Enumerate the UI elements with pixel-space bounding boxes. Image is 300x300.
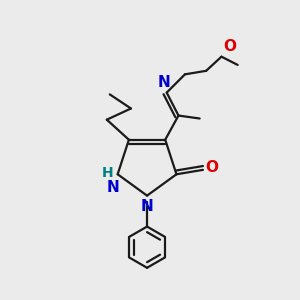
Text: O: O bbox=[205, 160, 218, 175]
Text: H: H bbox=[102, 166, 113, 180]
Text: O: O bbox=[223, 39, 236, 54]
Text: N: N bbox=[107, 180, 120, 195]
Text: N: N bbox=[158, 75, 171, 90]
Text: N: N bbox=[141, 199, 153, 214]
